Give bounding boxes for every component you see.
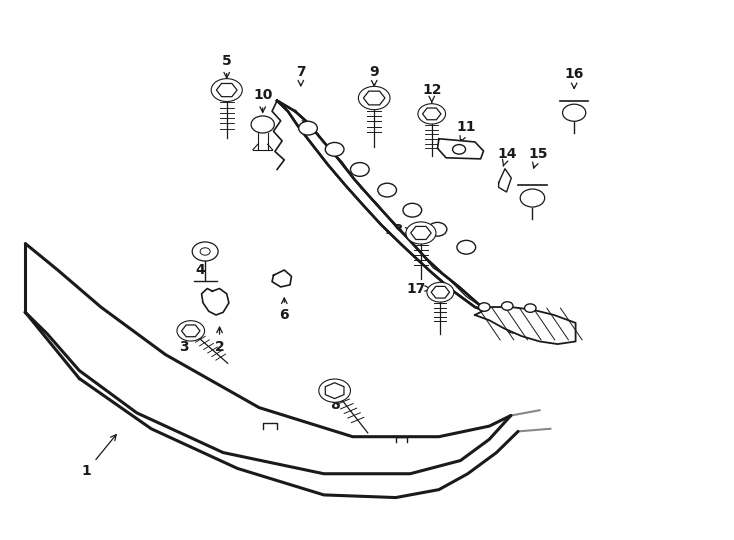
Text: 17: 17 — [406, 281, 431, 295]
Polygon shape — [423, 108, 441, 120]
Polygon shape — [363, 91, 385, 105]
Polygon shape — [498, 168, 512, 192]
Text: 13: 13 — [385, 224, 411, 237]
Text: 5: 5 — [222, 54, 232, 78]
Circle shape — [378, 183, 396, 197]
Polygon shape — [411, 226, 431, 239]
Circle shape — [350, 163, 369, 177]
Text: 14: 14 — [498, 146, 517, 166]
Text: 10: 10 — [253, 89, 272, 112]
Circle shape — [562, 104, 586, 122]
Polygon shape — [475, 307, 575, 344]
Polygon shape — [272, 270, 291, 287]
Text: 12: 12 — [422, 83, 441, 103]
Text: 8: 8 — [330, 388, 340, 412]
Polygon shape — [437, 139, 484, 159]
Circle shape — [177, 321, 205, 341]
Circle shape — [192, 242, 218, 261]
Circle shape — [211, 79, 242, 102]
Circle shape — [325, 143, 344, 156]
Circle shape — [427, 282, 454, 302]
Text: 3: 3 — [179, 329, 190, 354]
Polygon shape — [277, 100, 522, 333]
Polygon shape — [431, 286, 449, 298]
Circle shape — [319, 379, 350, 402]
Circle shape — [457, 240, 476, 254]
Text: 4: 4 — [195, 250, 206, 277]
Circle shape — [453, 145, 465, 154]
Circle shape — [479, 303, 490, 311]
Circle shape — [501, 302, 513, 310]
Circle shape — [520, 189, 545, 207]
Circle shape — [428, 222, 447, 236]
Polygon shape — [325, 383, 344, 399]
Circle shape — [299, 122, 317, 135]
Circle shape — [418, 104, 446, 124]
Text: 15: 15 — [528, 146, 548, 168]
Circle shape — [251, 116, 275, 133]
Polygon shape — [202, 288, 229, 315]
Circle shape — [403, 204, 421, 217]
Text: 11: 11 — [457, 120, 476, 141]
Text: 16: 16 — [564, 67, 584, 89]
Circle shape — [525, 304, 536, 312]
Text: 1: 1 — [81, 435, 116, 478]
Text: 7: 7 — [296, 65, 305, 86]
Text: 2: 2 — [214, 327, 225, 354]
Text: 9: 9 — [369, 65, 379, 86]
Polygon shape — [217, 84, 237, 97]
Polygon shape — [181, 325, 200, 337]
Text: 6: 6 — [280, 298, 289, 322]
Circle shape — [358, 86, 390, 110]
Circle shape — [406, 222, 436, 244]
